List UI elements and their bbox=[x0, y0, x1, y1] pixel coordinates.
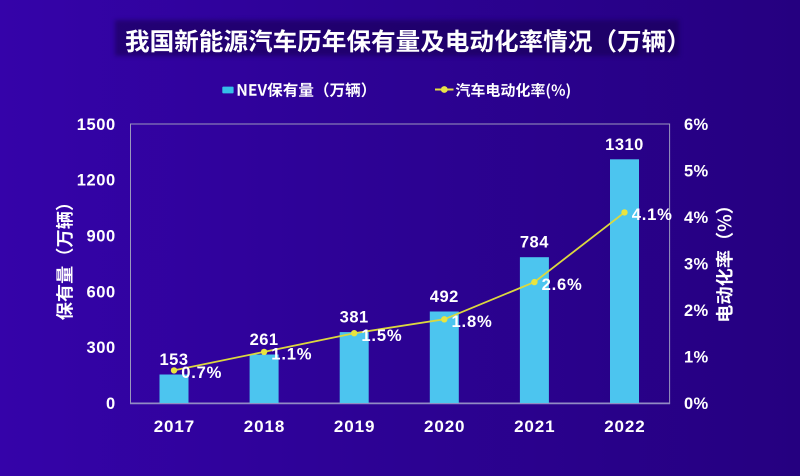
svg-text:2020: 2020 bbox=[424, 417, 465, 436]
svg-text:153: 153 bbox=[159, 351, 188, 369]
svg-text:2019: 2019 bbox=[334, 417, 375, 436]
svg-text:1.5%: 1.5% bbox=[361, 326, 402, 345]
svg-text:1500: 1500 bbox=[77, 116, 116, 134]
svg-text:2017: 2017 bbox=[154, 417, 195, 436]
svg-text:0%: 0% bbox=[684, 395, 708, 413]
svg-text:3%: 3% bbox=[684, 255, 708, 273]
svg-text:2022: 2022 bbox=[604, 417, 645, 436]
svg-text:300: 300 bbox=[87, 339, 116, 357]
svg-text:2021: 2021 bbox=[514, 417, 555, 436]
svg-text:492: 492 bbox=[430, 288, 459, 306]
svg-text:6%: 6% bbox=[684, 116, 708, 134]
svg-text:261: 261 bbox=[250, 331, 279, 349]
svg-text:5%: 5% bbox=[684, 162, 708, 180]
svg-text:784: 784 bbox=[520, 234, 549, 252]
svg-text:4%: 4% bbox=[684, 209, 708, 227]
svg-text:1310: 1310 bbox=[605, 136, 644, 154]
svg-text:1.1%: 1.1% bbox=[271, 345, 312, 364]
svg-text:2.6%: 2.6% bbox=[542, 275, 583, 294]
svg-text:600: 600 bbox=[87, 283, 116, 301]
svg-text:0: 0 bbox=[106, 395, 116, 413]
svg-text:4.1%: 4.1% bbox=[632, 205, 673, 224]
svg-text:1200: 1200 bbox=[77, 172, 116, 190]
svg-text:1.8%: 1.8% bbox=[452, 312, 493, 331]
svg-text:0.7%: 0.7% bbox=[181, 363, 222, 382]
svg-text:2018: 2018 bbox=[244, 417, 285, 436]
svg-text:1%: 1% bbox=[684, 348, 708, 366]
svg-text:2%: 2% bbox=[684, 302, 708, 320]
svg-text:900: 900 bbox=[87, 228, 116, 246]
svg-text:381: 381 bbox=[340, 309, 369, 327]
